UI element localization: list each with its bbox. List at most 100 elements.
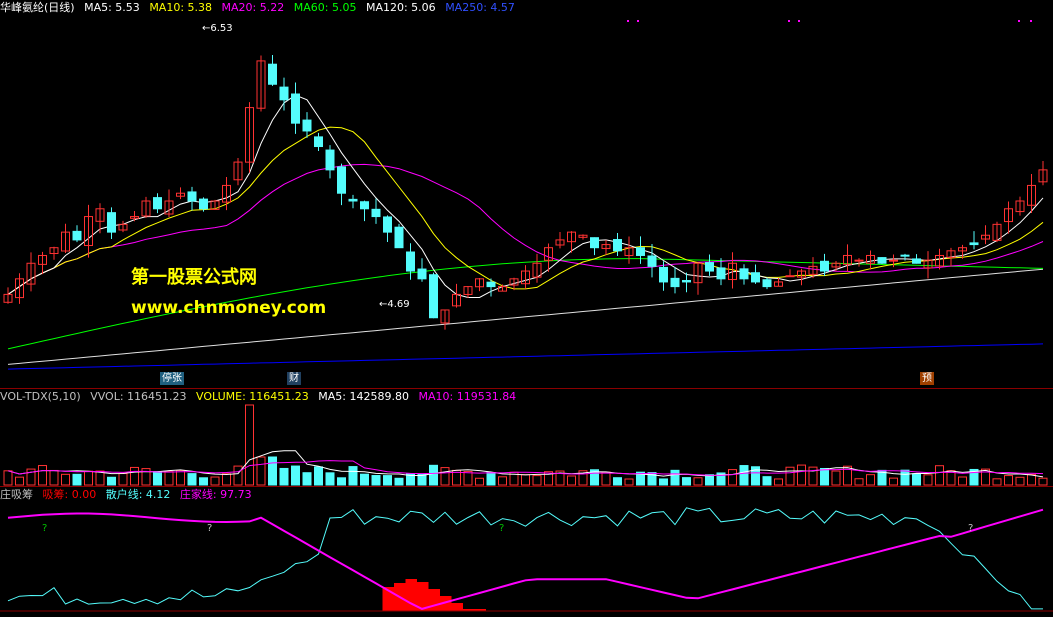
candle-body	[3, 293, 13, 303]
volume-legend: VOL-TDX(5,10) VVOL: 116451.23 VOLUME: 11…	[0, 389, 522, 405]
candle-body	[72, 230, 82, 241]
volume-bar	[716, 472, 726, 486]
candle-body	[95, 208, 105, 222]
volume-bar	[705, 474, 714, 486]
candle-body	[164, 200, 174, 215]
volume-bar	[26, 468, 36, 486]
volume-bar	[1027, 473, 1036, 486]
signal-dot	[637, 20, 639, 22]
candle-body	[394, 226, 404, 249]
candle-body	[889, 259, 898, 262]
candle-body	[544, 247, 553, 261]
volume-bar	[486, 472, 496, 486]
volume-bar	[394, 477, 404, 486]
ma250-label: MA250: 4.57	[445, 1, 515, 14]
candle-body	[728, 262, 737, 281]
candle-body	[222, 184, 231, 203]
finance-marker[interactable]: 财	[287, 372, 301, 385]
candle-body	[716, 267, 726, 280]
volume-bar	[3, 470, 13, 486]
volume-bar	[84, 470, 93, 486]
candle-body	[624, 247, 634, 257]
volume-bar	[337, 477, 346, 486]
volume-bar	[314, 466, 323, 486]
volume-bar	[521, 474, 530, 486]
candle-body	[383, 216, 392, 233]
candle-body	[958, 247, 967, 252]
candle-body	[969, 242, 979, 246]
ma20-label: MA20: 5.22	[221, 1, 285, 14]
question-mark: ?	[42, 523, 48, 534]
xichou-value: 吸筹: 0.00	[42, 488, 97, 501]
volume-bar	[222, 473, 231, 486]
price-chart[interactable]	[0, 0, 1053, 388]
volume-bar	[291, 465, 300, 486]
zhuang-legend: 庄吸筹 吸筹: 0.00 散户线: 4.12 庄家线: 97.73	[0, 487, 258, 503]
volume-bar	[670, 469, 680, 486]
price-panel[interactable]: 华峰氨纶(日线) MA5: 5.53 MA10: 5.38 MA20: 5.22…	[0, 0, 1053, 388]
volume-bar	[1038, 477, 1048, 486]
volume-bar	[958, 476, 967, 486]
ma120-label: MA120: 5.06	[365, 1, 436, 14]
candle-body	[923, 259, 933, 269]
candle-body	[705, 262, 714, 272]
volume-bar	[532, 475, 542, 486]
candle-body	[337, 166, 346, 194]
xichou-bar	[451, 603, 463, 611]
volume-bar	[130, 466, 139, 486]
volume-bar	[61, 473, 70, 486]
candle-body	[130, 216, 139, 219]
candle-body	[797, 270, 806, 278]
volume-bar	[900, 469, 910, 486]
volume-bar	[682, 477, 691, 486]
vvol-value: VVOL: 116451.23	[90, 390, 187, 403]
vol-ma10-value: MA10: 119531.84	[418, 390, 517, 403]
volume-bar	[406, 473, 415, 486]
candle-body	[429, 274, 438, 319]
volume-bar	[72, 473, 82, 486]
volume-chart[interactable]	[0, 389, 1053, 486]
candle-body	[26, 262, 36, 285]
candle-body	[843, 254, 852, 265]
zhuang-panel[interactable]: 庄吸筹 吸筹: 0.00 散户线: 4.12 庄家线: 97.73 ? ? ? …	[0, 487, 1053, 617]
candle-body	[578, 234, 588, 238]
candle-body	[900, 254, 910, 257]
volume-bar	[153, 471, 162, 486]
candle-body	[325, 149, 335, 171]
volume-bar	[613, 477, 622, 486]
candle-body	[210, 200, 220, 210]
candle-body	[256, 60, 266, 109]
volume-bar	[107, 476, 116, 486]
candle-body	[866, 254, 875, 264]
signal-dot	[627, 20, 629, 22]
signal-dot	[1018, 20, 1020, 22]
volume-bar	[820, 467, 829, 486]
signal-dot	[788, 20, 790, 22]
ma20-line	[7, 163, 1044, 295]
volume-bar	[636, 471, 645, 486]
candle-body	[601, 244, 611, 249]
volume-bar	[981, 468, 990, 486]
volume-bar	[475, 477, 484, 486]
candle-body	[1015, 200, 1025, 213]
volume-bar	[785, 466, 795, 486]
candle-body	[820, 260, 829, 272]
signal-dot	[1030, 20, 1032, 22]
candle-body	[567, 231, 576, 243]
candle-body	[509, 278, 519, 286]
forecast-marker[interactable]: 预	[920, 372, 934, 385]
question-mark: ?	[499, 523, 505, 534]
xichou-bar	[440, 596, 452, 611]
volume-bar	[797, 464, 806, 486]
candle-body	[371, 208, 381, 218]
candle-body	[245, 107, 254, 163]
volume-bar	[199, 477, 208, 486]
candle-body	[739, 268, 749, 280]
zhuang-chart[interactable]	[0, 487, 1053, 617]
volume-bar	[15, 476, 24, 486]
candle-body	[659, 266, 668, 283]
candle-body	[440, 309, 450, 324]
volume-bar	[245, 404, 254, 486]
volume-panel[interactable]: VOL-TDX(5,10) VVOL: 116451.23 VOLUME: 11…	[0, 389, 1053, 486]
limit-up-marker[interactable]: 停张	[160, 372, 184, 385]
